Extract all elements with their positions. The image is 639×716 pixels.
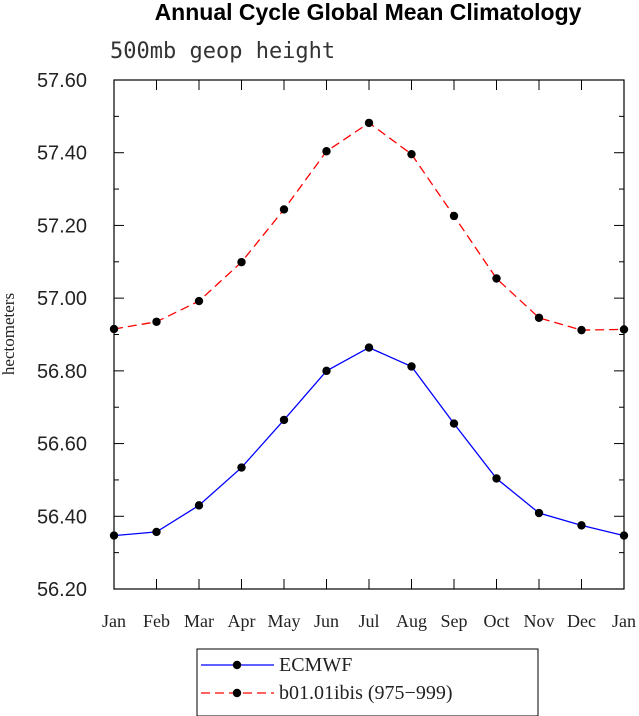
data-point <box>194 296 204 306</box>
data-point <box>364 118 374 128</box>
x-tick-label: Oct <box>484 611 510 631</box>
x-tick-label: Feb <box>143 611 170 631</box>
data-point <box>492 274 501 283</box>
data-point <box>109 324 119 334</box>
series-line <box>113 346 625 537</box>
legend-label-ecmwf: ECMWF <box>279 654 352 676</box>
y-tick-label: 57.00 <box>37 288 87 310</box>
data-point <box>577 325 586 335</box>
data-point <box>619 531 629 540</box>
axes: 56.20 56.40 56.60 56.80 57.00 57.20 57.40 57.60… <box>37 70 636 631</box>
legend-marker-ecmwf <box>232 660 242 670</box>
data-point <box>534 508 544 518</box>
data-point <box>449 419 459 428</box>
data-point <box>152 527 161 537</box>
legend-label-b01: b01.01ibis (975−999) <box>279 682 453 704</box>
series-layer <box>109 118 629 540</box>
y-tick-label: 56.20 <box>37 579 87 601</box>
data-point <box>364 343 374 352</box>
series-1 <box>109 118 629 335</box>
x-tick-label: Apr <box>228 611 256 631</box>
x-tick-label: Sep <box>441 611 468 631</box>
y-axis-label: hectometers <box>0 293 18 375</box>
data-point <box>449 211 459 221</box>
x-tick-label: Mar <box>184 611 214 631</box>
y-tick-label: 56.40 <box>37 506 87 528</box>
x-tick-label: Jul <box>358 611 379 631</box>
data-point <box>577 521 586 530</box>
data-point <box>152 317 161 326</box>
x-tick-label: Aug <box>396 611 427 631</box>
series-0 <box>109 343 629 540</box>
data-point <box>279 415 289 425</box>
x-tick-label: Dec <box>567 611 596 631</box>
data-point <box>237 463 246 472</box>
data-point <box>194 501 204 510</box>
chart-subtitle: 500mb geop height <box>110 39 335 64</box>
y-tick-label: 57.40 <box>37 143 87 165</box>
chart-title: Annual Cycle Global Mean Climatology <box>155 0 582 25</box>
data-point <box>322 147 331 156</box>
legend-box <box>196 648 539 716</box>
y-tick-label: 56.80 <box>37 361 87 383</box>
x-tick-label: Jan <box>612 611 636 631</box>
plot-frame <box>113 79 625 590</box>
data-point <box>407 149 416 159</box>
x-tick-label: Nov <box>524 611 555 631</box>
data-point <box>407 362 416 371</box>
data-point <box>237 257 246 267</box>
x-tick-label: May <box>268 611 301 631</box>
data-point <box>534 313 544 322</box>
legend-marker-b01 <box>232 688 242 698</box>
x-tick-label: Jun <box>314 611 339 631</box>
y-tick-label: 57.20 <box>37 215 87 237</box>
data-point <box>492 474 501 483</box>
series-line <box>113 122 625 331</box>
data-point <box>109 531 119 540</box>
legend: ECMWF b01.01ibis (975−999) <box>196 648 539 716</box>
data-point <box>619 325 629 334</box>
data-point <box>279 205 289 214</box>
y-tick-label: 57.60 <box>37 70 87 92</box>
data-point <box>322 366 331 376</box>
x-tick-label: Jan <box>102 611 126 631</box>
y-tick-label: 56.60 <box>37 434 87 456</box>
